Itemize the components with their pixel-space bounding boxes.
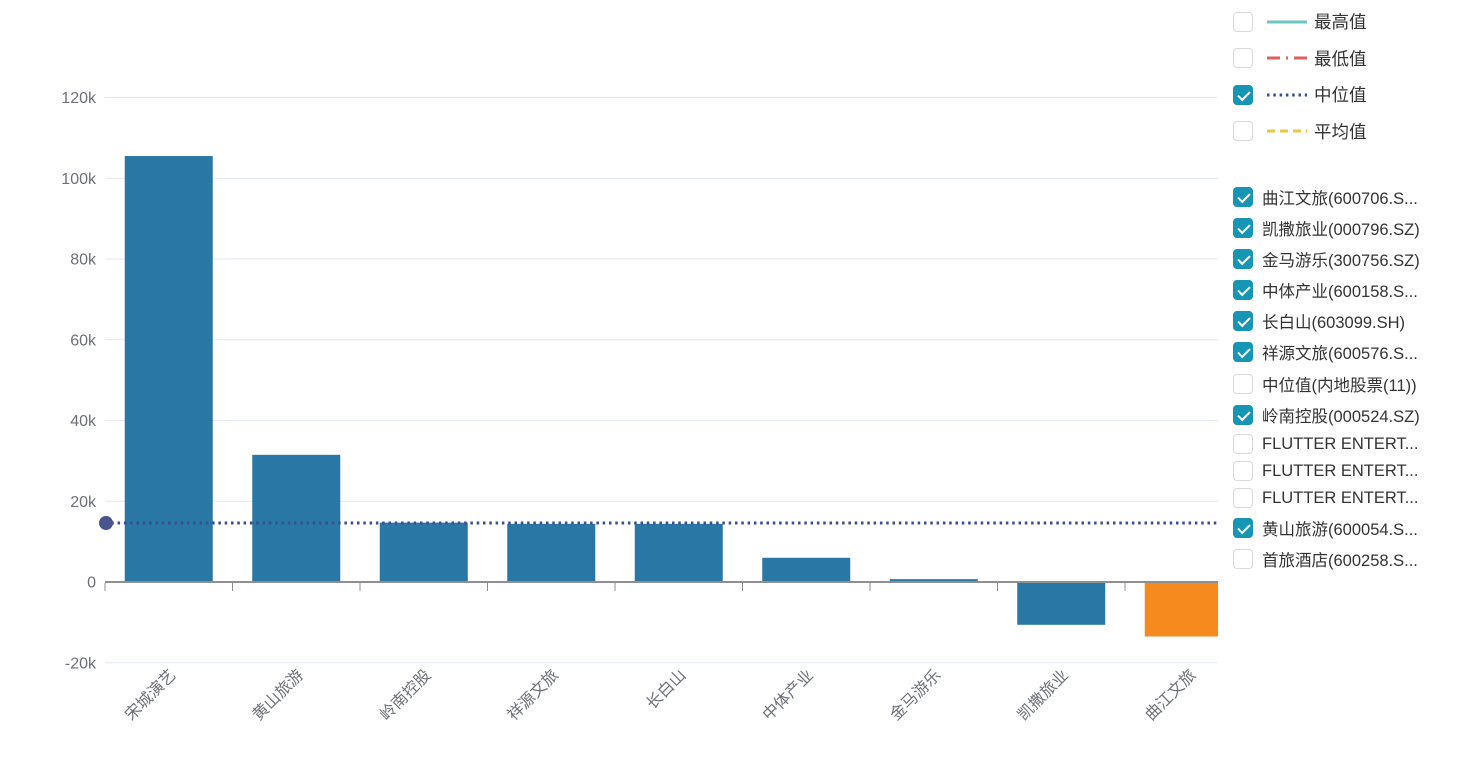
checkbox-unchecked[interactable]	[1233, 461, 1253, 482]
y-axis-label: 80k	[70, 252, 97, 269]
checkbox-checked[interactable]	[1233, 186, 1253, 207]
legend-stat-item[interactable]: 最低值	[1233, 46, 1477, 71]
legend-series-label: 长白山(603099.SH)	[1262, 314, 1406, 333]
checkbox-unchecked[interactable]	[1233, 434, 1253, 454]
bar-黄山旅游[interactable]	[252, 454, 341, 582]
legend-series-label: 祥源文旅(600576.S...	[1262, 345, 1418, 364]
bar-长白山[interactable]	[634, 523, 723, 582]
x-axis-label: 中体产业	[759, 666, 817, 724]
legend-series-item[interactable]: 凯撒旅业(000796.SZ)	[1233, 216, 1477, 240]
x-axis-label: 岭南控股	[377, 666, 435, 724]
checkbox-checked[interactable]	[1233, 311, 1253, 332]
legend-series-label: 黄山旅游(600054.S...	[1262, 520, 1418, 539]
x-axis-label: 曲江文旅	[1142, 666, 1200, 724]
legend-series-item[interactable]: 长白山(603099.SH)	[1233, 309, 1477, 333]
bar-曲江文旅[interactable]	[1144, 582, 1233, 637]
bar-宋城演艺[interactable]	[124, 156, 213, 582]
checkbox-unchecked[interactable]	[1233, 373, 1253, 394]
legend-series-label: 首旅酒店(600258.S...	[1262, 551, 1418, 570]
legend-statistics-group: 最高值最低值中位值平均值	[1233, 9, 1477, 144]
checkbox-checked[interactable]	[1233, 342, 1253, 363]
legend-series-group: 曲江文旅(600706.S... 凯撒旅业(000796.SZ) 金马游乐(3007…	[1233, 185, 1477, 571]
legend-series-label: 中位值(内地股票(11))	[1262, 376, 1417, 395]
checkbox-unchecked[interactable]	[1233, 488, 1253, 509]
legend-series-item[interactable]: 中位值(内地股票(11))	[1233, 372, 1477, 396]
legend-series-label: FLUTTER ENTERT...	[1262, 488, 1419, 507]
x-axis-label: 宋城演艺	[122, 666, 180, 724]
checkbox-unchecked[interactable]	[1233, 48, 1253, 68]
legend-series-label: FLUTTER ENTERT...	[1262, 461, 1419, 480]
legend-stat-label: 平均值	[1314, 121, 1367, 142]
checkbox-checked[interactable]	[1233, 217, 1253, 238]
y-axis-label: 100k	[61, 171, 97, 188]
legend-series-item[interactable]: FLUTTER ENTERT...	[1233, 461, 1477, 482]
bar-凯撒旅业[interactable]	[1017, 582, 1106, 625]
x-axis-label: 长白山	[643, 666, 690, 713]
y-axis-label: 40k	[70, 413, 97, 430]
legend-stat-label: 最低值	[1314, 48, 1367, 69]
dotted-line-icon	[1267, 93, 1307, 96]
bar-金马游乐[interactable]	[889, 579, 978, 582]
legend-stat-item[interactable]: 最高值	[1233, 9, 1477, 34]
bar-chart: 120k 100k 80k 60k 40k 20k 0 -20k 宋城演艺 黄山旅游 岭南控股 祥源文…	[61, 90, 1233, 724]
legend-series-label: 凯撒旅业(000796.SZ)	[1262, 220, 1420, 239]
x-axis-label: 祥源文旅	[504, 666, 562, 724]
legend-series-label: 金马游乐(300756.SZ)	[1262, 251, 1420, 270]
legend-series-item[interactable]: 金马游乐(300756.SZ)	[1233, 247, 1477, 271]
y-axis-label: -20k	[65, 655, 97, 672]
legend-series-label: FLUTTER ENTERT...	[1262, 434, 1419, 453]
checkbox-checked[interactable]	[1233, 84, 1253, 105]
legend-panel: 最高值最低值中位值平均值 曲江文旅(600706.S... 凯撒旅业(000796…	[1233, 9, 1477, 578]
legend-stat-item[interactable]: 平均值	[1233, 119, 1477, 144]
legend-series-label: 曲江文旅(600706.S...	[1262, 189, 1418, 208]
legend-stat-label: 中位值	[1314, 85, 1367, 105]
checkbox-unchecked[interactable]	[1233, 121, 1253, 141]
y-axis-label: 0	[87, 575, 96, 592]
legend-series-item[interactable]: 中体产业(600158.S...	[1233, 278, 1477, 302]
bar-中体产业[interactable]	[762, 557, 851, 582]
checkbox-checked[interactable]	[1233, 280, 1253, 301]
checkbox-checked[interactable]	[1233, 248, 1253, 269]
solid-line-icon	[1267, 20, 1307, 23]
checkbox-unchecked[interactable]	[1233, 11, 1253, 32]
median-line-dot	[99, 516, 113, 531]
dashdot-line-icon	[1267, 56, 1307, 60]
checkbox-unchecked[interactable]	[1233, 548, 1253, 569]
legend-series-item[interactable]: 黄山旅游(600054.S...	[1233, 516, 1477, 540]
y-axis-label: 20k	[70, 494, 97, 511]
legend-series-item[interactable]: 岭南控股(000524.SZ)	[1233, 403, 1477, 427]
y-axis-label: 120k	[61, 90, 97, 107]
legend-series-label: 岭南控股(000524.SZ)	[1262, 407, 1420, 426]
legend-series-item[interactable]: FLUTTER ENTERT...	[1233, 434, 1477, 454]
x-axis-label: 黄山旅游	[249, 666, 307, 724]
checkbox-checked[interactable]	[1233, 517, 1253, 538]
legend-stat-label: 最高值	[1314, 12, 1367, 32]
bar-祥源文旅[interactable]	[507, 523, 596, 582]
legend-series-item[interactable]: FLUTTER ENTERT...	[1233, 488, 1477, 509]
legend-series-item[interactable]: 首旅酒店(600258.S...	[1233, 547, 1477, 571]
x-axis-label: 金马游乐	[887, 666, 945, 724]
legend-series-label: 中体产业(600158.S...	[1262, 283, 1418, 302]
checkbox-checked[interactable]	[1233, 404, 1253, 425]
dashed-line-icon	[1267, 129, 1307, 133]
x-axis-label: 凯撒旅业	[1014, 666, 1072, 724]
legend-series-item[interactable]: 祥源文旅(600576.S...	[1233, 340, 1477, 364]
legend-stat-item[interactable]: 中位值	[1233, 82, 1477, 107]
y-axis-label: 60k	[70, 332, 97, 349]
legend-series-item[interactable]: 曲江文旅(600706.S...	[1233, 185, 1477, 209]
bars-group	[124, 156, 1233, 637]
bar-岭南控股[interactable]	[379, 522, 468, 582]
